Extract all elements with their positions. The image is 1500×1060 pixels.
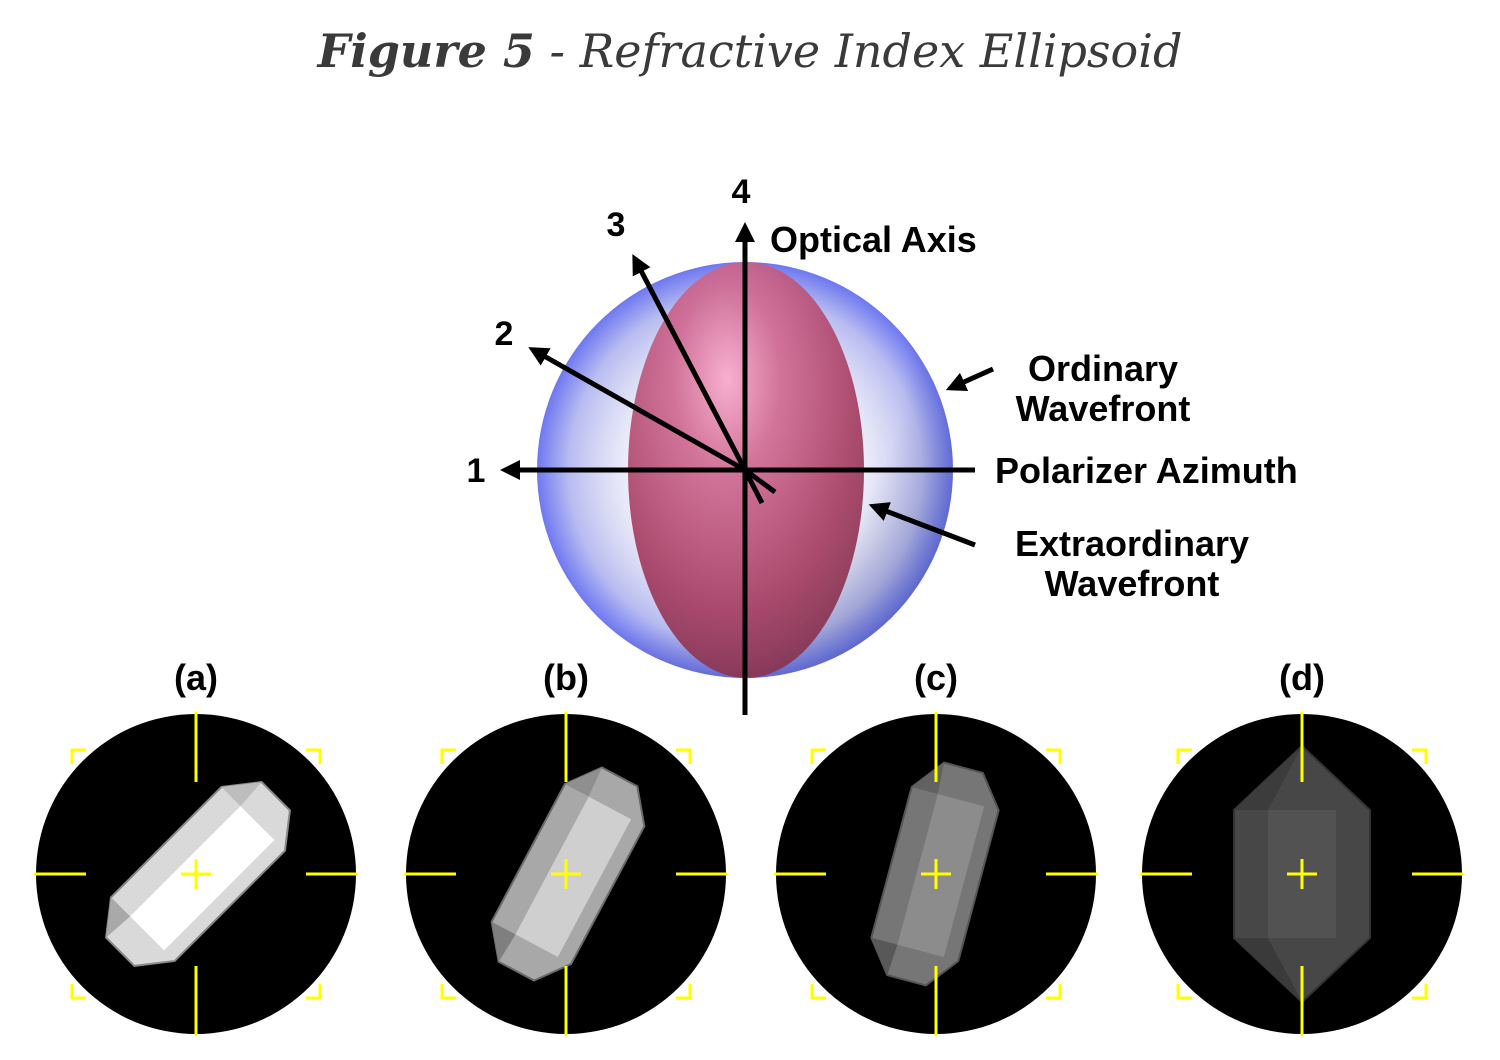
axis-2-arrow: [528, 347, 747, 473]
bracket-tl-c: [810, 748, 826, 764]
bracket-bl-c: [810, 984, 826, 1000]
bracket-br-c: [1046, 984, 1062, 1000]
panel-label-c: (c): [914, 657, 958, 698]
figure-title: Figure 5 - Refractive Index Ellipsoid: [0, 24, 1500, 78]
bracket-tl-b: [440, 748, 456, 764]
bracket-bl-d: [1176, 984, 1192, 1000]
extraordinary-label-line1: Extraordinary: [1015, 523, 1249, 564]
bracket-br-a: [306, 984, 322, 1000]
figure-number: Figure 5: [317, 24, 535, 78]
bracket-tr-d: [1412, 748, 1428, 764]
bracket-bl-b: [440, 984, 456, 1000]
bracket-tl-d: [1176, 748, 1192, 764]
axis-label-2: 2: [495, 315, 514, 353]
extraordinary-pointer-arrow: [868, 502, 976, 548]
figure-caption: Refractive Index Ellipsoid: [579, 24, 1183, 78]
panel-label-a: (a): [174, 657, 218, 698]
ordinary-label-line2: Wavefront: [1016, 388, 1191, 429]
extraordinary-label-line2: Wavefront: [1045, 563, 1220, 604]
axis-3-arrow: [632, 254, 748, 472]
bracket-br-b: [676, 984, 692, 1000]
bracket-tr-c: [1046, 748, 1062, 764]
ordinary-label-line1: Ordinary: [1028, 348, 1178, 389]
crosshair-overlays: [34, 712, 1464, 1036]
panel-label-b: (b): [543, 657, 589, 698]
axis-label-1: 1: [467, 452, 486, 490]
bracket-tl-a: [70, 748, 86, 764]
bracket-tr-b: [676, 748, 692, 764]
bracket-bl-a: [70, 984, 86, 1000]
bracket-br-d: [1412, 984, 1428, 1000]
ordinary-pointer-arrow: [945, 366, 995, 392]
axis-label-3: 3: [607, 206, 626, 244]
panel-label-d: (d): [1279, 657, 1325, 698]
polarizer-azimuth-label: Polarizer Azimuth: [995, 450, 1298, 491]
axis-back-stub-2: [742, 468, 765, 505]
title-separator: -: [534, 24, 580, 78]
axis-back-stub: [743, 467, 777, 495]
optical-axis-label: Optical Axis: [770, 219, 977, 260]
axis-label-4: 4: [732, 173, 751, 211]
bracket-tr-a: [306, 748, 322, 764]
